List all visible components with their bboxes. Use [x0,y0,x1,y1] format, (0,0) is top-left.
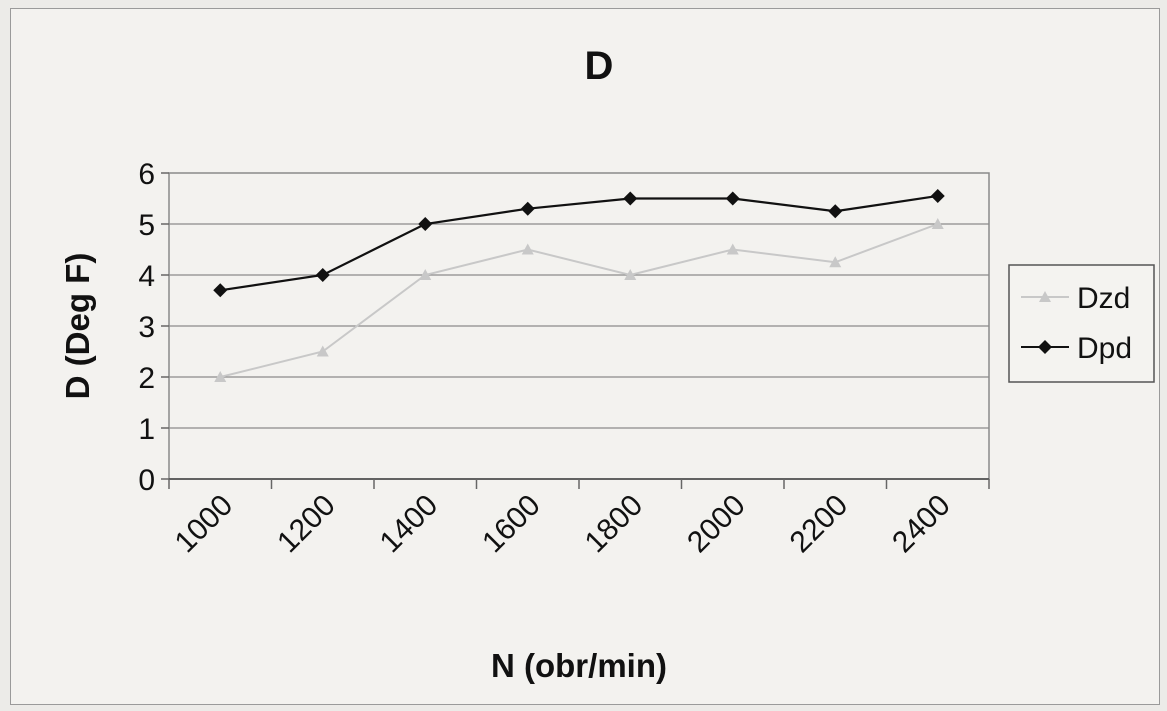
data-point-dzd [521,243,534,255]
y-tick-label: 6 [138,158,155,191]
y-tick-label: 1 [138,413,155,446]
x-tick-label: 1800 [579,489,650,560]
grid-lines [169,223,989,429]
axes: 0 1 2 3 4 5 6 1000 1200 1400 1600 1800 2000 2200 2400 [138,158,990,560]
y-tick-label: 4 [138,260,155,293]
data-point-dpd [828,204,843,219]
data-point-dzd [726,243,739,255]
data-point-dzd [419,269,432,280]
data-point-dpd [623,191,638,206]
data-point-dpd [315,268,330,282]
data-point-dpd [725,191,740,206]
data-point-dzd [316,345,329,357]
data-point-dzd [931,218,944,229]
x-tick-label: 2400 [886,489,957,560]
y-tick-label: 2 [138,362,155,395]
data-point-dpd [213,283,228,298]
data-point-dzd [624,269,637,280]
x-tick-label: 1200 [271,489,342,560]
legend-marker-dpd [1038,340,1052,354]
x-tick-label: 2000 [681,489,752,560]
x-tick-label: 1600 [476,489,547,560]
y-tick-label: 5 [138,209,155,242]
x-tick-label: 1400 [374,489,445,560]
data-point-dzd [829,256,842,268]
data-point-dzd [214,371,227,382]
x-axis-title: N (obr/min) [491,647,667,684]
chart-title: D [585,44,614,88]
y-tick-label: 3 [138,311,155,344]
y-tick-label: 0 [138,464,155,497]
legend-box [1008,264,1155,383]
line-chart: D 0 1 2 3 4 5 6 1000 1200 1400 1600 1800 2000 2200 240… [59,44,1155,684]
x-tick-label: 1000 [169,489,240,560]
legend-label-dpd: Dpd [1077,332,1132,365]
y-axis-title: D (Deg F) [59,253,96,400]
data-point-dpd [520,201,535,216]
legend-marker-dzd [1039,291,1051,302]
series-line-dpd [220,194,938,292]
data-point-dpd [930,188,945,203]
legend: Dzd Dpd [1008,264,1155,383]
x-tick-label: 2200 [784,489,855,560]
data-point-dpd [418,217,433,231]
series-layer [213,188,945,382]
chart-frame: D 0 1 2 3 4 5 6 1000 1200 1400 1600 1800 2000 2200 240… [10,8,1160,705]
legend-label-dzd: Dzd [1077,282,1130,315]
series-line-dzd [220,223,939,378]
